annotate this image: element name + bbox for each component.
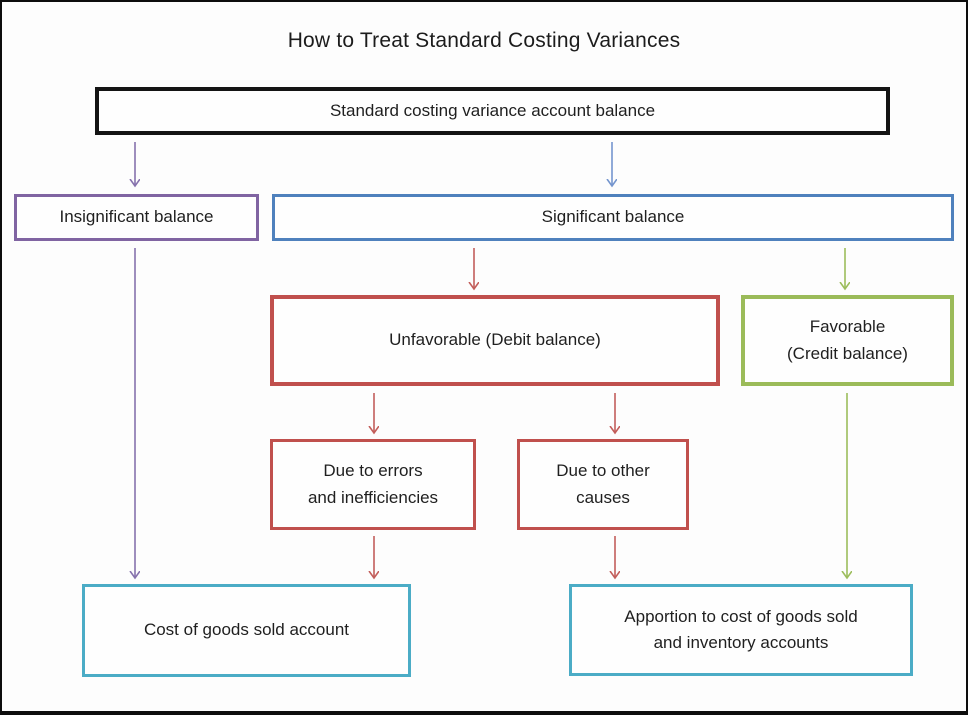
node-variance-account-balance: Standard costing variance account balanc… [95,87,890,135]
node-insignificant-balance: Insignificant balance [14,194,259,241]
node-label-line2: and inventory accounts [653,633,829,652]
diagram-title: How to Treat Standard Costing Variances [287,29,681,52]
node-label: Significant balance [541,207,685,227]
node-label-line1: Due to errors [323,461,423,481]
node-cogs-account: Cost of goods sold account [82,584,411,677]
node-unfavorable-debit: Unfavorable (Debit balance) [270,295,720,386]
node-due-to-errors: Due to errors and inefficiencies [270,439,476,530]
node-label: Cost of goods sold account [143,620,350,640]
node-label: Unfavorable (Debit balance) [389,330,601,350]
node-due-to-other-causes: Due to other causes [517,439,689,530]
node-label-line2: causes [576,487,630,507]
node-favorable-credit: Favorable (Credit balance) [741,295,954,386]
node-label-line1: Favorable [809,317,886,337]
node-label: Insignificant balance [59,207,214,227]
node-label: Standard costing variance account balanc… [329,100,656,120]
node-label-line2: and inefficiencies [307,487,439,507]
node-label-line1: Due to other [556,461,650,481]
node-significant-balance: Significant balance [272,194,954,241]
node-label-line1: Apportion to cost of goods sold [624,606,858,626]
node-label-line2: (Credit balance) [787,343,908,363]
node-apportion-accounts: Apportion to cost of goods sold and inve… [569,584,913,676]
